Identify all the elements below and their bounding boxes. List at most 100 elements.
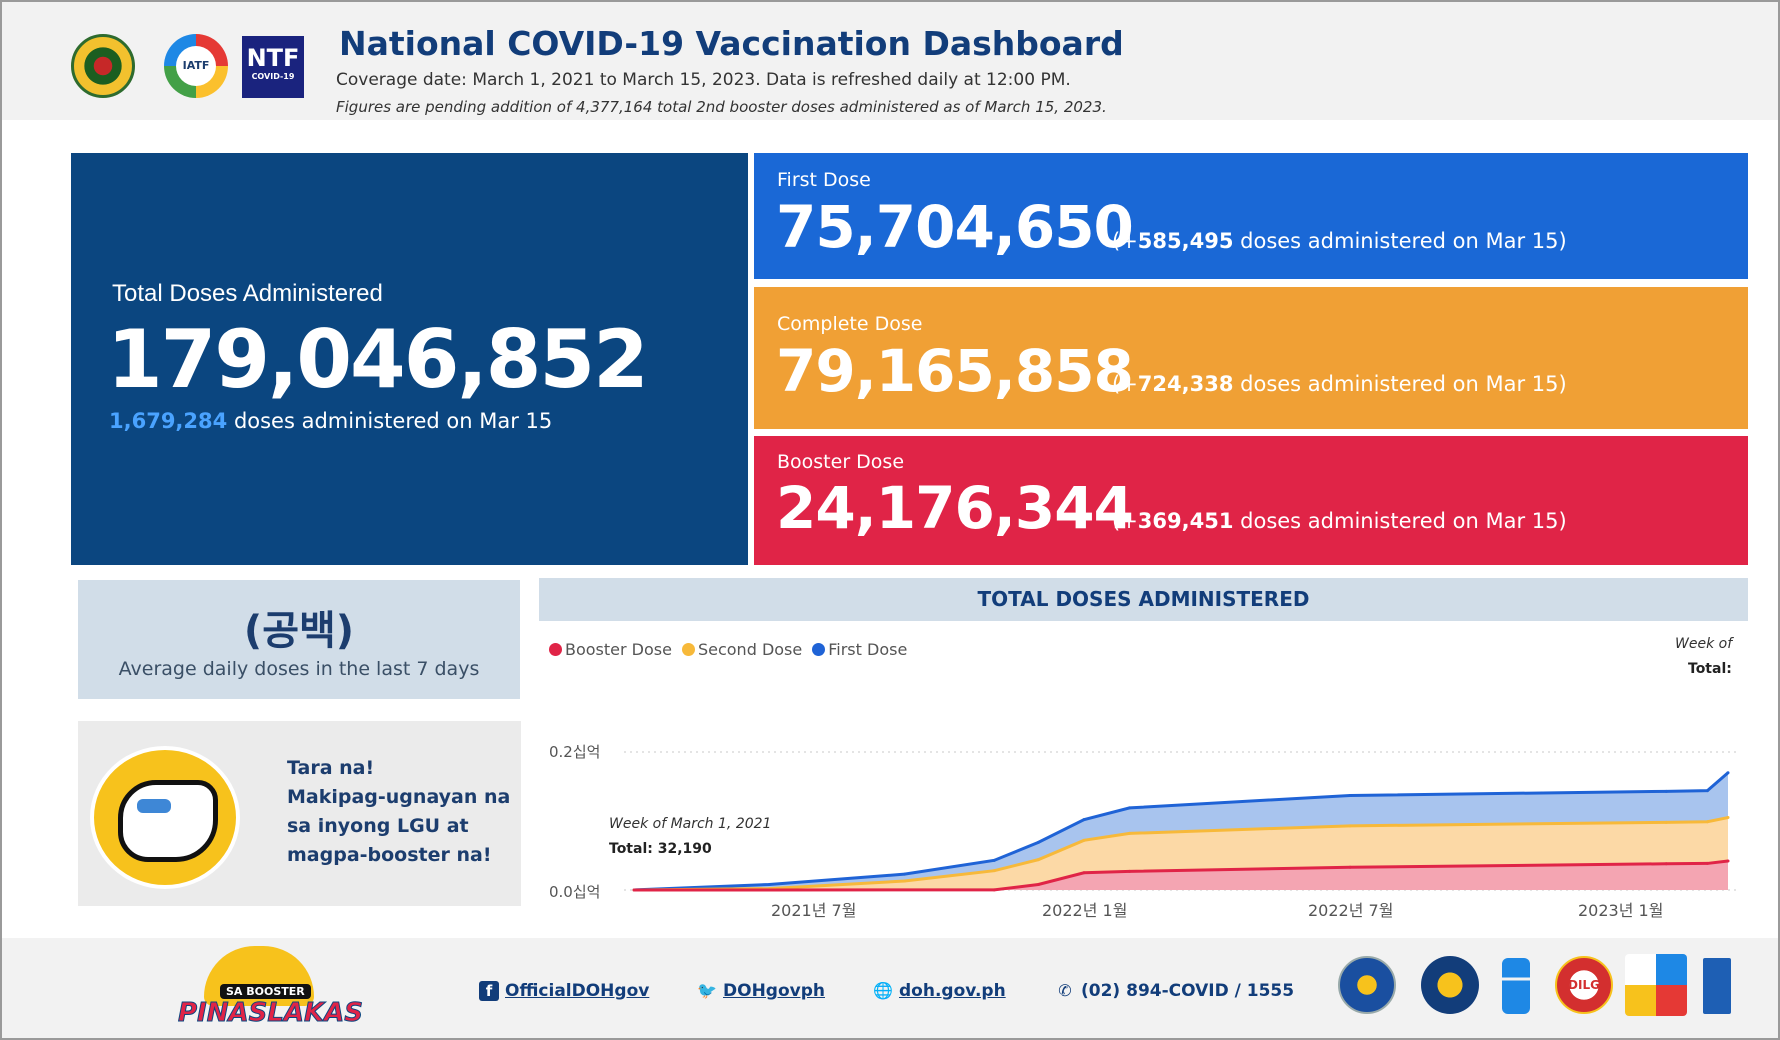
first-dose-card: First Dose 75,704,650 (+585,495 doses ad… [754,153,1748,279]
total-daily-value: 1,679,284 [109,409,228,433]
point-first-8[interactable] [1664,789,1668,793]
hover-total-label: Total: [1688,661,1732,677]
average-daily-card: (공백) Average daily doses in the last 7 d… [78,580,520,699]
point-second-8[interactable] [1664,820,1668,824]
legend-dot-second [681,643,695,656]
ntf-logo: NTF COVID-19 [242,36,304,98]
hotline[interactable]: ✆ (02) 894-COVID / 1555 [1055,981,1294,1001]
point-second-7[interactable] [1348,824,1352,828]
point-booster-6[interactable] [1664,862,1668,866]
booster-dose-daily-value: 369,451 [1137,509,1234,533]
point-first-6[interactable] [1128,806,1132,810]
promo-line-2: Makipag-ugnayan na [287,786,511,808]
complete-dose-daily: (+724,338 doses administered on Mar 15) [1112,372,1567,396]
iatf-logo-text: IATF [176,46,216,86]
x-tick-3: 2022년 7월 [1308,901,1394,920]
point-booster-4[interactable] [1128,869,1132,873]
average-daily-label: Average daily doses in the last 7 days [118,658,480,680]
legend-item-booster[interactable]: Booster Dose [549,640,672,659]
bandage-shape [137,799,171,813]
booster-dose-daily: (+369,451 doses administered on Mar 15) [1112,509,1567,533]
total-doses-card: Total Doses Administered 179,046,852 1,6… [71,153,748,565]
point-first-7[interactable] [1348,793,1352,797]
first-dose-label: First Dose [777,169,871,191]
pinaslakas-sub: SA BOOSTER [220,984,311,999]
legend-item-first[interactable]: First Dose [812,640,907,659]
chart-title: TOTAL DOSES ADMINISTERED [539,578,1748,621]
website-link[interactable]: 🌐 doh.gov.ph [873,981,1006,1001]
pia-logo-icon [1502,958,1530,1014]
point-booster-1[interactable] [992,888,996,892]
ntf-logo-subtext: COVID-19 [251,72,295,81]
complete-dose-daily-open: (+ [1112,372,1138,396]
point-booster-5[interactable] [1348,865,1352,869]
promo-text: Tara na! Makipag-ugnayan na sa inyong LG… [287,754,512,870]
header: IATF NTF COVID-19 National COVID-19 Vacci… [2,2,1778,120]
globe-icon: 🌐 [873,981,893,1000]
promo-line-3: sa inyong LGU at [287,815,469,837]
point-first-1[interactable] [767,882,771,886]
complete-dose-card: Complete Dose 79,165,858 (+724,338 doses… [754,287,1748,429]
undp-logo-icon [1703,958,1731,1014]
point-second-3[interactable] [992,869,996,873]
ntf-logo-text: NTF [246,44,300,72]
hotline-text: (02) 894-COVID / 1555 [1081,981,1295,1001]
twitter-link-text: DOHgovph [723,981,825,1001]
legend-item-second[interactable]: Second Dose [681,640,803,659]
first-dose-daily-open: (+ [1112,229,1138,253]
complete-dose-daily-value: 724,338 [1137,372,1234,396]
dilg-seal-text: DILG [1568,978,1600,992]
doses-area-chart[interactable] [539,700,1748,900]
government-seal-icon [1421,956,1479,1014]
dilg-seal-icon: DILG [1555,956,1613,1014]
first-dose-daily-label: doses administered on Mar 15) [1240,229,1567,253]
point-second-4[interactable] [1036,858,1040,862]
legend-label-booster: Booster Dose [565,640,672,659]
point-first-4[interactable] [1036,840,1040,844]
point-booster-2[interactable] [1036,882,1040,886]
complete-dose-value: 79,165,858 [776,337,1134,405]
flexed-arm-icon [90,746,240,889]
page-title: National COVID-19 Vaccination Dashboard [339,24,1124,63]
point-first-10[interactable] [1726,771,1730,775]
total-doses-label: Total Doses Administered [112,280,383,307]
y-tick-bottom: 0.0십억 [549,883,601,901]
arm-shape [118,780,218,862]
first-dose-value: 75,704,650 [776,193,1134,261]
point-booster-3[interactable] [1082,871,1086,875]
legend-label-second: Second Dose [697,640,803,659]
iatf-logo: IATF [164,34,228,98]
x-tick-4: 2023년 1월 [1578,901,1664,920]
facebook-link[interactable]: f OfficialDOHgov [479,981,649,1001]
total-doses-value: 179,046,852 [107,313,649,406]
hover-week-label: Week of [1675,636,1733,652]
point-second-6[interactable] [1128,831,1132,835]
point-second-9[interactable] [1705,820,1709,824]
booster-dose-daily-label: doses administered on Mar 15) [1240,509,1567,533]
first-dose-daily-value: 585,495 [1137,229,1234,253]
point-first-5[interactable] [1082,818,1086,822]
legend-dot-booster [549,643,562,656]
chart-legend: Booster Dose Second Dose First Dose [549,640,907,659]
point-first-9[interactable] [1705,789,1709,793]
booster-dose-value: 24,176,344 [776,474,1134,542]
booster-promo-card: Tara na! Makipag-ugnayan na sa inyong LG… [78,721,521,906]
point-first-2[interactable] [903,872,907,876]
twitter-link[interactable]: 🐦 DOHgovph [697,981,825,1001]
tooltip-week: Week of March 1, 2021 [609,816,772,832]
x-tick-1: 2021년 7월 [771,901,857,920]
facebook-link-text: OfficialDOHgov [505,981,650,1001]
point-second-2[interactable] [903,879,907,883]
point-second-5[interactable] [1082,838,1086,842]
point-booster-7[interactable] [1705,861,1709,865]
doh-logo [71,34,135,98]
agency-seal-icon [1625,954,1687,1016]
tooltip-total: Total: 32,190 [609,841,712,857]
point-booster-0[interactable] [632,888,636,892]
point-booster-8[interactable] [1726,859,1730,863]
point-first-3[interactable] [992,858,996,862]
point-second-10[interactable] [1726,816,1730,820]
pending-note: Figures are pending addition of 4,377,16… [336,98,1107,116]
total-daily-label: doses administered on Mar 15 [233,409,553,433]
